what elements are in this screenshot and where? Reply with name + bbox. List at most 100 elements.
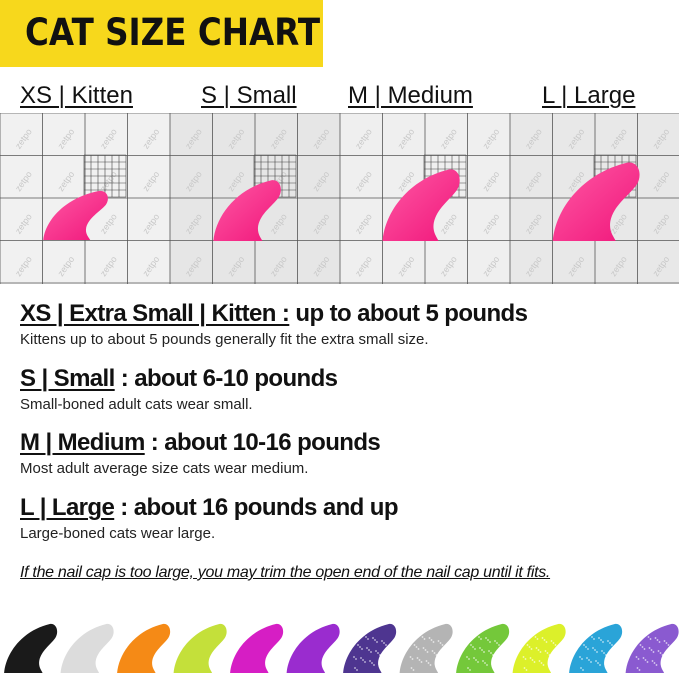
glitter-speck	[615, 668, 617, 670]
glitter-speck	[656, 639, 659, 641]
nail-cap-swatch-glitter-green	[456, 623, 510, 673]
glitter-speck	[434, 663, 437, 665]
glitter-speck	[474, 648, 476, 650]
glitter-speck	[557, 657, 560, 659]
glitter-speck	[356, 669, 358, 671]
glitter-speck	[498, 644, 500, 646]
glitter-speck	[357, 644, 359, 646]
detail-m: M | Medium : about 10-16 pounds	[20, 429, 381, 457]
glitter-speck	[502, 668, 504, 670]
glitter-speck	[651, 660, 654, 662]
glitter-speck	[366, 647, 368, 649]
glitter-speck	[423, 638, 426, 640]
glitter-speck	[668, 655, 671, 657]
glitter-speck	[607, 640, 609, 642]
glitter-speck	[548, 654, 551, 656]
glitter-speck	[438, 667, 441, 669]
glitter-speck	[471, 635, 473, 637]
glitter-speck	[663, 640, 666, 642]
glitter-speck	[490, 652, 492, 654]
glitter-speck	[597, 662, 599, 664]
glitter-speck	[581, 658, 583, 660]
glitter-speck	[522, 656, 525, 658]
glitter-speck	[427, 662, 430, 664]
glitter-speck	[526, 644, 529, 646]
glitter-speck	[534, 636, 537, 638]
glitter-speck	[375, 650, 377, 652]
glitter-speck	[613, 666, 615, 668]
glitter-speck	[384, 653, 386, 655]
glitter-speck	[436, 665, 439, 667]
detail-range: up to about 5 pounds	[289, 300, 528, 327]
glitter-speck	[435, 654, 438, 656]
glitter-speck	[599, 664, 601, 666]
glitter-speck	[531, 659, 534, 661]
nail-cap-swatch-glitter-blue	[569, 623, 623, 673]
glitter-speck	[465, 645, 467, 647]
glitter-speck	[640, 635, 643, 637]
glitter-speck	[525, 669, 528, 671]
glitter-speck	[476, 634, 478, 636]
nail-cap-swatch-white	[60, 623, 114, 673]
glitter-speck	[500, 666, 502, 668]
glitter-speck	[414, 635, 417, 637]
glitter-speck	[536, 638, 539, 640]
glitter-speck	[530, 648, 533, 650]
glitter-speck	[411, 658, 414, 660]
glitter-speck	[579, 656, 581, 658]
size-label-l: L | Large	[542, 82, 636, 109]
glitter-speck	[443, 666, 446, 668]
glitter-speck	[503, 643, 505, 645]
glitter-speck	[363, 634, 365, 636]
glitter-speck	[654, 637, 657, 639]
glitter-speck	[661, 654, 664, 656]
glitter-speck	[657, 650, 660, 652]
glitter-speck	[611, 644, 613, 646]
glitter-speck	[612, 655, 614, 657]
detail-range: : about 16 pounds and up	[114, 494, 398, 521]
glitter-speck	[543, 639, 546, 641]
glitter-speck	[667, 644, 670, 646]
glitter-speck	[374, 639, 376, 641]
detail-description: Kittens up to about 5 pounds generally f…	[20, 331, 429, 348]
glitter-speck	[616, 643, 618, 645]
glitter-speck	[649, 638, 652, 640]
glitter-speck	[660, 663, 663, 665]
glitter-speck	[428, 637, 431, 639]
glitter-speck	[367, 638, 369, 640]
glitter-speck	[382, 667, 384, 669]
glitter-speck	[486, 664, 488, 666]
glitter-speck	[636, 667, 639, 669]
glitter-speck	[369, 660, 371, 662]
glitter-speck	[426, 651, 429, 653]
glitter-speck	[551, 667, 554, 669]
glitter-speck	[602, 641, 604, 643]
glitter-speck	[424, 649, 427, 651]
glitter-speck	[591, 636, 593, 638]
nail-cap-swatch-glitter-yellow	[512, 623, 566, 673]
glitter-speck	[381, 640, 383, 642]
glitter-speck	[431, 650, 434, 652]
glitter-speck	[413, 644, 416, 646]
glitter-speck	[430, 639, 433, 641]
glitter-speck	[482, 660, 484, 662]
glitter-speck	[470, 644, 472, 646]
glitter-speck	[362, 659, 364, 661]
nail-cap-swatch-purple	[286, 623, 340, 673]
glitter-speck	[440, 653, 443, 655]
glitter-speck	[351, 634, 353, 636]
glitter-speck	[385, 644, 387, 646]
glitter-speck	[524, 658, 527, 660]
nail-cap-m	[382, 169, 460, 241]
glitter-speck	[376, 641, 378, 643]
size-comparison-grid: zetpo	[0, 113, 679, 284]
nail-cap-swatch-magenta	[230, 623, 284, 673]
detail-range: : about 10-16 pounds	[144, 429, 381, 456]
glitter-speck	[647, 636, 650, 638]
glitter-speck	[595, 660, 597, 662]
glitter-speck	[609, 642, 611, 644]
glitter-speck	[358, 635, 360, 637]
glitter-speck	[421, 636, 424, 638]
glitter-speck	[593, 638, 595, 640]
glitter-speck	[485, 637, 487, 639]
